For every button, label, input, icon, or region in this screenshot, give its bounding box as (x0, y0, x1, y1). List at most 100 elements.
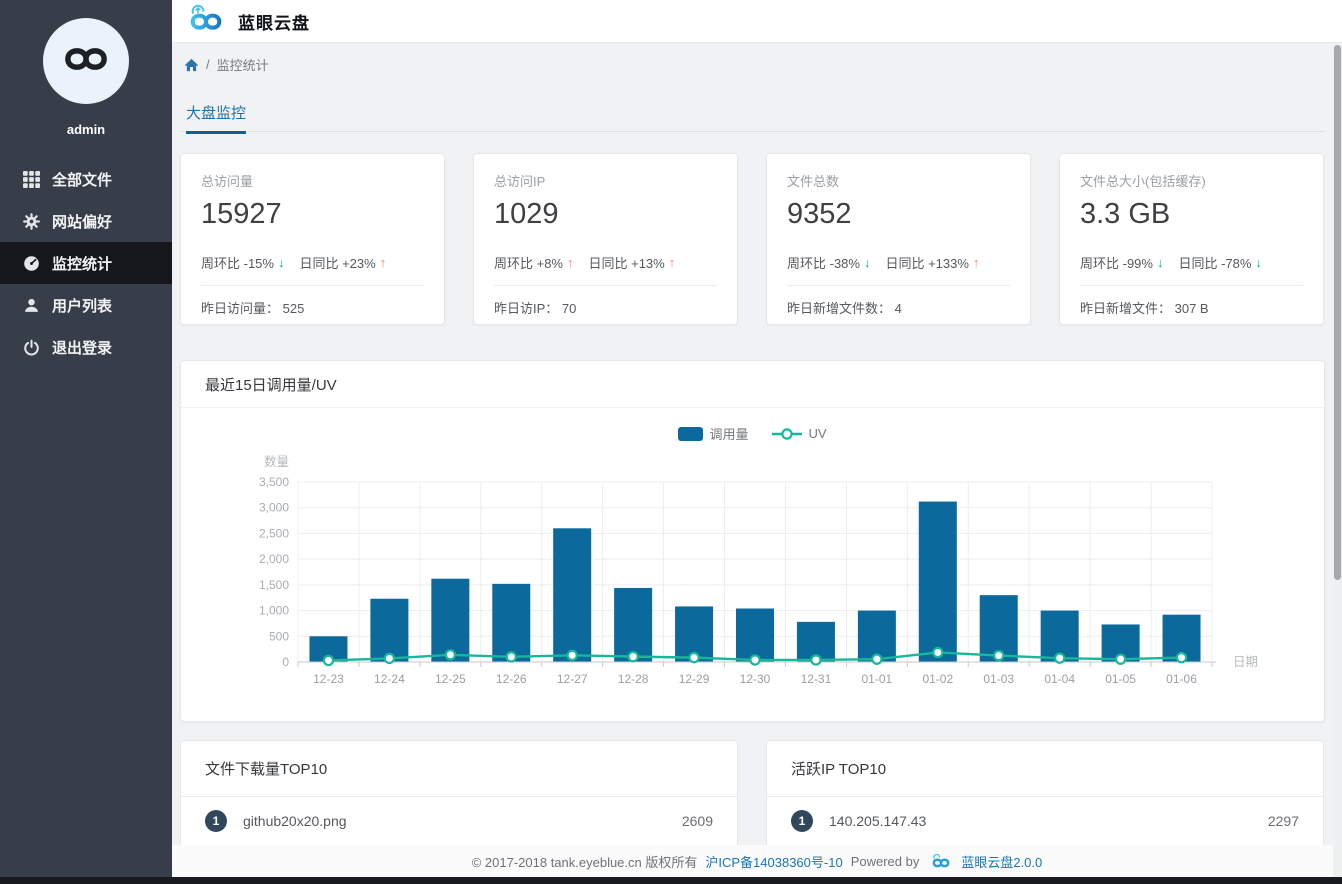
gear-icon (22, 212, 40, 230)
sidebar-item-label: 网站偏好 (52, 213, 113, 231)
uv-point-01-05 (1114, 653, 1127, 665)
svg-text:01-02: 01-02 (922, 672, 953, 686)
top-lists: 文件下载量TOP10 1 github20x20.png 2609 活跃IP T… (180, 740, 1325, 852)
bar-12-25 (431, 578, 470, 662)
sidebar-item-label: 用户列表 (52, 297, 113, 315)
sidebar-item-label: 全部文件 (52, 171, 113, 189)
tab-bar: 大盘监控 (180, 102, 1325, 134)
uv-point-12-23 (322, 654, 335, 667)
svg-text:12-27: 12-27 (557, 672, 588, 686)
day-delta: 日同比 +23% (299, 256, 376, 271)
sidebar-item-1[interactable]: 网站偏好 (0, 200, 172, 242)
legend-item-UV[interactable]: UV (772, 426, 827, 441)
product-link[interactable]: 蓝眼云盘2.0.0 (961, 855, 1043, 870)
window-bottom-edge (0, 877, 1342, 884)
svg-text:01-06: 01-06 (1166, 672, 1197, 686)
scrollbar-thumb[interactable] (1334, 45, 1341, 580)
stat-cards: 总访问量 15927 周环比 -15% ↓ 日同比 +23% ↑ 昨日访问量： … (180, 153, 1325, 325)
breadcrumb-current: 监控统计 (216, 58, 269, 73)
toplist-panel-0: 文件下载量TOP10 1 github20x20.png 2609 (180, 740, 738, 852)
chart-canvas: 0 500 1,000 1,500 2,000 2,500 3,000 3,500 数量 12-2… (181, 449, 1326, 699)
arrow-up-icon: ↑ (567, 255, 574, 270)
powered-by-text: Powered by (850, 854, 920, 869)
user-icon (22, 296, 40, 314)
sidebar-item-label: 监控统计 (52, 255, 113, 273)
svg-text:3,000: 3,000 (259, 501, 289, 515)
avatar[interactable] (43, 18, 129, 104)
sidebar-item-4[interactable]: 退出登录 (0, 326, 172, 368)
svg-text:01-04: 01-04 (1044, 672, 1075, 686)
uv-point-01-06 (1175, 651, 1188, 664)
sidebar-item-3[interactable]: 用户列表 (0, 284, 172, 326)
footer-logo-icon (929, 854, 953, 869)
uv-point-12-25 (444, 649, 457, 661)
uv-point-01-04 (1053, 652, 1066, 664)
uv-point-12-31 (810, 654, 822, 666)
week-delta: 周环比 -38% (787, 256, 860, 271)
sidebar-menu: 全部文件 网站偏好 监控统计 用户列表 退出登录 (0, 158, 172, 368)
arrow-down-icon: ↓ (277, 255, 285, 270)
chart-legend: 调用量 UV (181, 424, 1324, 443)
svg-text:500: 500 (269, 629, 289, 643)
item-value: 2297 (1267, 813, 1299, 829)
week-delta: 周环比 -99% (1080, 256, 1153, 271)
stat-footer: 昨日新增文件数： 4 (787, 301, 902, 316)
toplist-title: 活跃IP TOP10 (767, 741, 1323, 797)
uv-point-01-01 (871, 653, 883, 665)
svg-text:1,000: 1,000 (259, 604, 289, 618)
legend-bar-swatch (678, 426, 704, 441)
stat-card-0: 总访问量 15927 周环比 -15% ↓ 日同比 +23% ↑ 昨日访问量： … (180, 153, 445, 325)
week-delta: 周环比 -15% (201, 256, 274, 271)
app-logo-icon (184, 4, 228, 39)
svg-text:数量: 数量 (264, 454, 289, 469)
sidebar: admin 全部文件 网站偏好 监控统计 用户列表 退出登录 (0, 0, 172, 878)
stat-label: 文件总大小(包括缓存) (1080, 174, 1206, 189)
scrollbar-track[interactable] (1333, 43, 1342, 877)
legend-item-调用量[interactable]: 调用量 (678, 424, 748, 443)
home-icon[interactable] (184, 58, 199, 72)
app-header: 蓝眼云盘 (172, 0, 1342, 43)
svg-text:12-31: 12-31 (801, 672, 832, 686)
brand-infinity-icon (57, 40, 115, 83)
list-item: 1 140.205.147.43 2297 (767, 797, 1323, 846)
list-item: 1 github20x20.png 2609 (181, 797, 737, 846)
uv-point-12-28 (627, 650, 639, 663)
page-footer: © 2017-2018 tank.eyeblue.cn 版权所有 沪ICP备14… (172, 845, 1342, 878)
stat-value: 15927 (201, 198, 282, 230)
stat-footer: 昨日新增文件： 307 B (1080, 301, 1209, 316)
username: admin (66, 122, 106, 137)
svg-text:12-29: 12-29 (679, 672, 710, 686)
arrow-up-icon: ↑ (379, 255, 387, 270)
svg-text:2,000: 2,000 (259, 552, 289, 566)
day-delta: 日同比 +133% (885, 256, 969, 271)
svg-text:12-23: 12-23 (313, 672, 344, 686)
tab-dashboard-monitor[interactable]: 大盘监控 (186, 102, 247, 134)
toplist-title: 文件下载量TOP10 (181, 741, 737, 797)
copyright-text: © 2017-2018 tank.eyeblue.cn 版权所有 (471, 855, 698, 870)
arrow-up-icon: ↑ (972, 255, 980, 270)
sidebar-item-0[interactable]: 全部文件 (0, 158, 172, 200)
svg-text:0: 0 (282, 655, 289, 669)
stat-footer: 昨日访问量： 525 (201, 301, 305, 316)
day-delta: 日同比 +13% (588, 256, 665, 271)
icp-link[interactable]: 沪ICP备14038360号-10 (705, 855, 843, 870)
item-name: github20x20.png (243, 813, 347, 829)
svg-text:3,500: 3,500 (259, 475, 289, 489)
sidebar-item-2[interactable]: 监控统计 (0, 242, 172, 284)
item-value: 2609 (681, 813, 713, 829)
stat-value: 1029 (494, 198, 559, 230)
stat-card-2: 文件总数 9352 周环比 -38% ↓ 日同比 +133% ↑ 昨日新增文件数… (766, 153, 1031, 325)
arrow-down-icon: ↓ (863, 255, 871, 270)
arrow-down-icon: ↓ (1156, 255, 1164, 270)
stat-card-1: 总访问IP 1029 周环比 +8% ↑ 日同比 +13% ↑ 昨日访IP： 7… (473, 153, 738, 325)
stat-value: 3.3 GB (1080, 198, 1171, 230)
uv-point-12-30 (749, 654, 761, 666)
grid-icon (22, 170, 40, 188)
rank-badge: 1 (791, 810, 813, 832)
stat-card-3: 文件总大小(包括缓存) 3.3 GB 周环比 -99% ↓ 日同比 -78% ↓… (1059, 153, 1324, 325)
svg-text:日期: 日期 (1233, 655, 1258, 669)
app-title: 蓝眼云盘 (238, 13, 310, 33)
power-icon (22, 338, 40, 356)
bar-12-28 (614, 587, 653, 662)
svg-text:01-03: 01-03 (983, 672, 1014, 686)
